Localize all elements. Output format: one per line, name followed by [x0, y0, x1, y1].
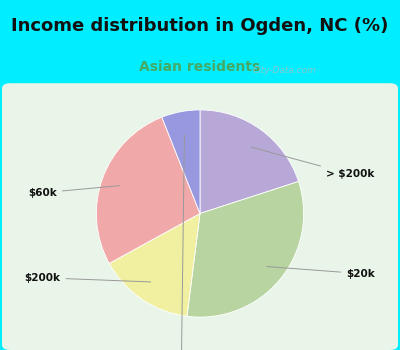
Text: $20k: $20k [267, 267, 375, 279]
Text: Asian residents: Asian residents [139, 61, 261, 75]
Wedge shape [109, 214, 200, 316]
Text: $100k: $100k [163, 135, 199, 350]
Text: $200k: $200k [24, 273, 151, 283]
Text: Income distribution in Ogden, NC (%): Income distribution in Ogden, NC (%) [11, 17, 389, 35]
Text: $60k: $60k [28, 186, 119, 198]
Wedge shape [200, 110, 298, 214]
FancyBboxPatch shape [2, 83, 398, 350]
Wedge shape [187, 182, 304, 317]
Wedge shape [96, 117, 200, 264]
Text: > $200k: > $200k [251, 147, 374, 179]
Wedge shape [162, 110, 200, 214]
Text: City-Data.com: City-Data.com [253, 66, 317, 75]
